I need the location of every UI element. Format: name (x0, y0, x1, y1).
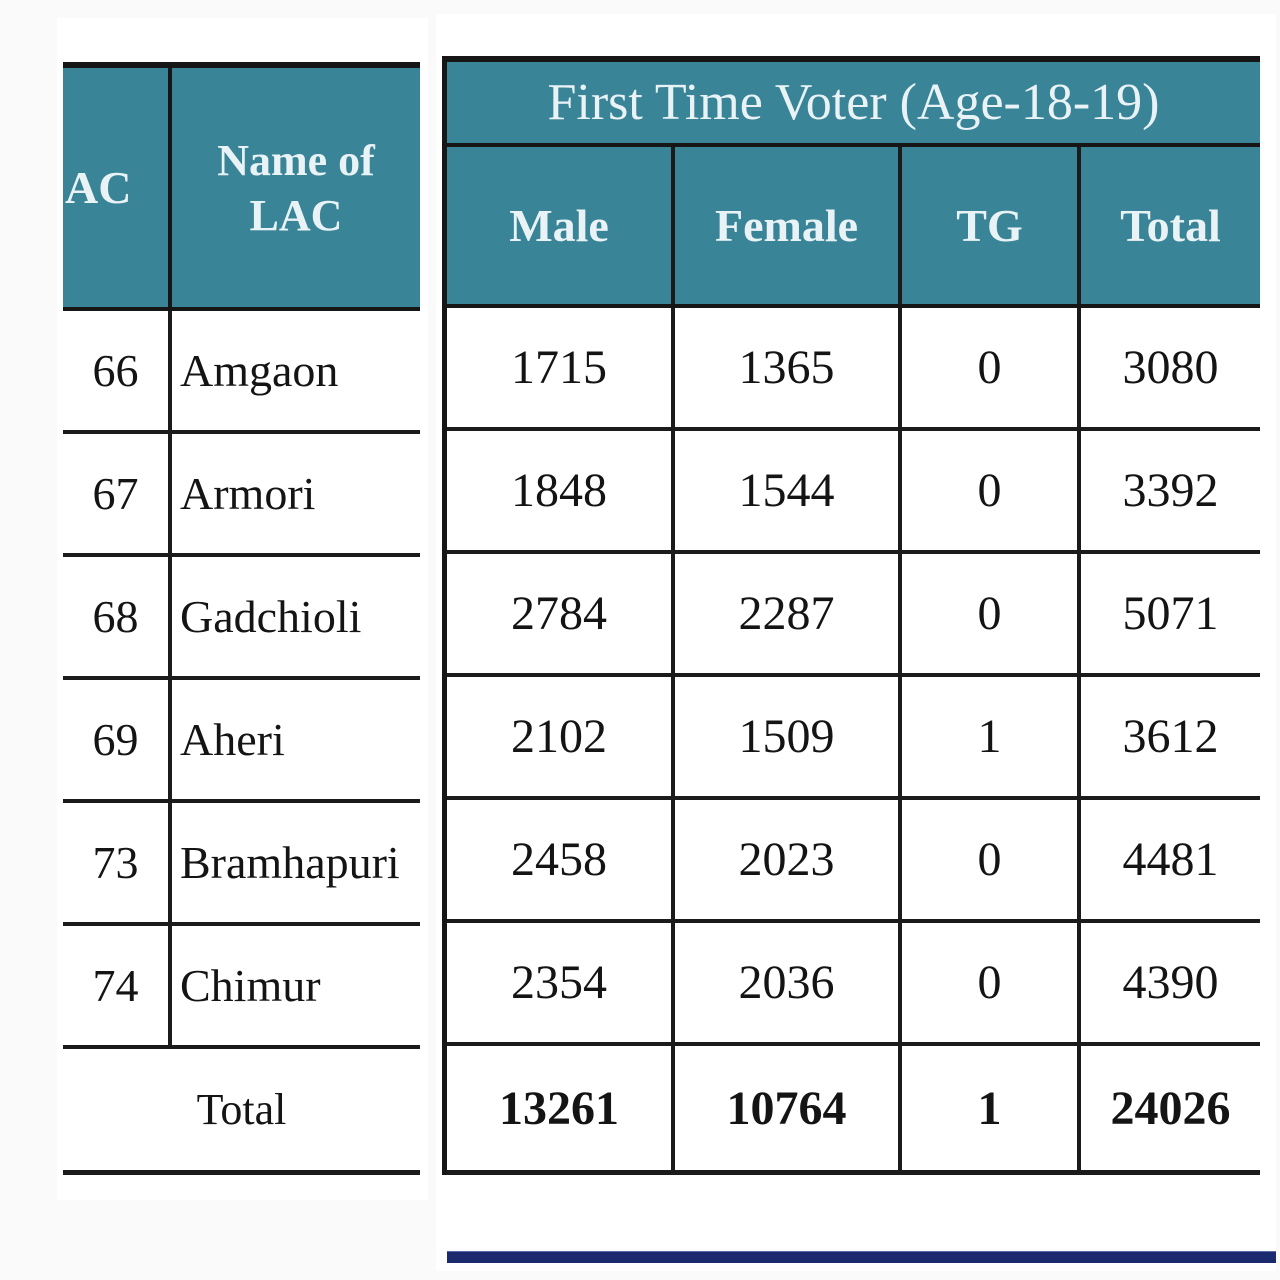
totals-row: 13261 10764 1 24026 (447, 1046, 1260, 1175)
female-value: 1509 (671, 677, 898, 796)
table-row: 2458 2023 0 4481 (447, 800, 1260, 923)
tg-value: 0 (898, 923, 1077, 1042)
tg-total: 1 (898, 1046, 1077, 1170)
total-value: 5071 (1077, 554, 1260, 673)
ac-column-header: AC (65, 162, 132, 213)
left-total-row: Total (63, 1049, 420, 1175)
lac-name: Chimur (168, 926, 420, 1045)
tg-value: 0 (898, 431, 1077, 550)
table-row: 68 Gadchioli (63, 557, 420, 680)
total-value: 4390 (1077, 923, 1260, 1042)
first-time-voter-table: First Time Voter (Age-18-19) Male Female… (442, 56, 1260, 1175)
male-value: 2354 (511, 956, 607, 1009)
tg-value: 1 (898, 677, 1077, 796)
ac-number: 66 (92, 345, 139, 396)
ac-number: 74 (92, 960, 139, 1011)
ac-number: 69 (92, 714, 139, 765)
table-row: 74 Chimur (63, 926, 420, 1049)
female-value: 2036 (671, 923, 898, 1042)
lac-column-header: Name of LAC (168, 68, 420, 307)
table-row: 2354 2036 0 4390 (447, 923, 1260, 1046)
lac-name: Bramhapuri (168, 803, 420, 922)
table-row: 2102 1509 1 3612 (447, 677, 1260, 800)
lac-name: Amgaon (168, 311, 420, 430)
total-value: 3612 (1077, 677, 1260, 796)
tg-value: 0 (898, 554, 1077, 673)
female-value: 1544 (671, 431, 898, 550)
ac-number: 73 (92, 837, 139, 888)
total-column-header: Total (1077, 147, 1260, 304)
voter-table-header-row: Male Female TG Total (447, 147, 1260, 308)
table-row: 67 Armori (63, 434, 420, 557)
table-row: 73 Bramhapuri (63, 803, 420, 926)
total-value: 3392 (1077, 431, 1260, 550)
total-value: 3080 (1077, 308, 1260, 427)
tg-value: 0 (898, 308, 1077, 427)
ac-number: 67 (92, 468, 139, 519)
male-total: 13261 (499, 1081, 619, 1135)
total-value: 4481 (1077, 800, 1260, 919)
lac-header-line2: LAC (249, 190, 343, 240)
male-column-header: Male (509, 200, 609, 251)
table-title: First Time Voter (Age-18-19) (447, 62, 1260, 147)
male-value: 2102 (511, 710, 607, 763)
lac-header-line1: Name of (217, 135, 375, 185)
grand-total: 24026 (1077, 1046, 1260, 1170)
table-row: 69 Aheri (63, 680, 420, 803)
lac-name: Armori (168, 434, 420, 553)
table-row: 1715 1365 0 3080 (447, 308, 1260, 431)
female-value: 2287 (671, 554, 898, 673)
lac-table-header-row: AC Name of LAC (63, 68, 420, 311)
male-value: 2784 (511, 587, 607, 640)
table-row: 66 Amgaon (63, 311, 420, 434)
table-row: 1848 1544 0 3392 (447, 431, 1260, 554)
lac-name: Aheri (168, 680, 420, 799)
tg-value: 0 (898, 800, 1077, 919)
ac-number: 68 (92, 591, 139, 642)
tg-column-header: TG (898, 147, 1077, 304)
lac-name-table: AC Name of LAC 66 Amgaon 67 Armori 68 Ga… (63, 62, 420, 1175)
footer-divider-bar (447, 1251, 1276, 1263)
male-value: 1848 (511, 464, 607, 517)
lac-name: Gadchioli (168, 557, 420, 676)
male-value: 2458 (511, 833, 607, 886)
female-value: 2023 (671, 800, 898, 919)
female-column-header: Female (671, 147, 898, 304)
male-value: 1715 (511, 341, 607, 394)
female-value: 1365 (671, 308, 898, 427)
table-row: 2784 2287 0 5071 (447, 554, 1260, 677)
female-total: 10764 (671, 1046, 898, 1170)
